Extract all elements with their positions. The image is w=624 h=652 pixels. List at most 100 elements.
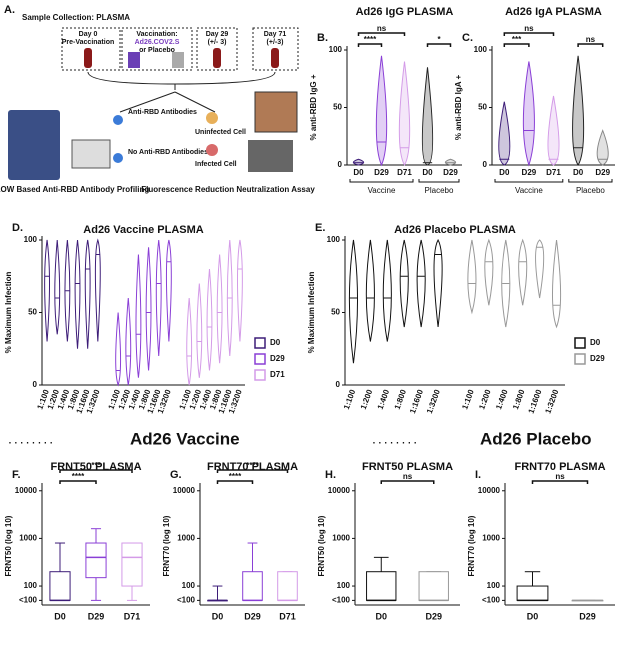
x-tick-label: D29	[522, 168, 537, 177]
y-tick-label: 100	[474, 45, 488, 54]
violin	[484, 238, 494, 306]
y-axis-label: % anti-RBD IgA +	[454, 75, 463, 141]
significance-bracket	[59, 480, 97, 484]
y-tick-label: 50	[28, 308, 37, 317]
legend-swatch	[254, 337, 266, 349]
panel-letter: G.	[170, 469, 182, 481]
legend-label: D0	[590, 338, 601, 347]
y-axis-label: % Maximum Infection	[4, 271, 13, 353]
box	[85, 542, 107, 579]
label: Ad26.COV2.S	[135, 39, 180, 46]
antibody	[113, 153, 123, 163]
image	[254, 91, 298, 133]
x-tick-label: D0	[527, 611, 539, 621]
label: Vaccination:	[136, 31, 177, 38]
significance-label: ns	[524, 24, 534, 33]
label: Infected Cell	[195, 161, 237, 168]
chart-title: Ad26 Vaccine PLASMA	[83, 224, 203, 236]
tube	[271, 48, 279, 68]
x-tick-label: D0	[353, 168, 364, 177]
box	[277, 571, 298, 601]
legend-swatch	[574, 337, 586, 349]
box	[61, 27, 121, 71]
label: (+/-3)	[267, 39, 284, 46]
violin	[596, 129, 609, 166]
y-tick-label: 100	[487, 581, 501, 590]
group-label: Vaccine	[515, 186, 543, 195]
box	[196, 27, 238, 71]
tube	[84, 48, 92, 68]
significance-bracket	[531, 480, 589, 484]
y-tick-label: 50	[331, 308, 340, 317]
x-tick-label: D29	[425, 611, 442, 621]
violin	[416, 239, 426, 328]
group-bracket	[568, 179, 613, 183]
violin	[135, 254, 142, 378]
heading: Ad26 Vaccine	[130, 429, 240, 448]
legend-label: D29	[270, 354, 285, 363]
violin	[547, 95, 560, 166]
legend-swatch	[574, 353, 586, 365]
y-axis-label: % anti-RBD IgG +	[309, 74, 318, 140]
y-axis-label: FRNT70 (log 10)	[162, 515, 171, 576]
significance-label: ns	[403, 472, 413, 481]
bracket	[87, 71, 276, 85]
label: (+/- 3)	[208, 39, 227, 46]
box	[366, 571, 397, 601]
legend-label: D71	[270, 370, 285, 379]
arrows	[119, 84, 216, 113]
box	[49, 571, 71, 601]
violin	[467, 239, 477, 315]
violin	[365, 239, 375, 342]
chart-title: Ad26 IgG PLASMA	[356, 6, 454, 18]
significance-bracket	[216, 469, 289, 473]
diagram-title: Sample Collection: PLASMA	[22, 13, 130, 22]
violin	[382, 239, 392, 342]
x-tick-label: 1:400	[376, 388, 392, 411]
violin	[165, 239, 172, 342]
x-tick-label: D0	[212, 611, 224, 621]
violin	[155, 239, 162, 357]
x-tick-label: D29	[374, 168, 389, 177]
y-tick-label: 100	[24, 235, 38, 244]
violin	[498, 101, 511, 166]
violin	[237, 239, 243, 342]
x-tick-label: D29	[595, 168, 610, 177]
significance-bracket	[357, 32, 406, 36]
significance-label: ****	[72, 472, 85, 481]
significance-bracket	[216, 480, 254, 484]
group-label: Placebo	[576, 186, 605, 195]
x-tick-label: D0	[422, 168, 433, 177]
y-tick-label: 100	[182, 581, 196, 590]
violin	[348, 239, 359, 364]
violin	[501, 239, 511, 328]
violin	[74, 239, 81, 349]
y-tick-label: 0	[33, 380, 38, 389]
label: Day 71	[264, 31, 287, 38]
violin	[518, 238, 528, 306]
label: or Placebo	[139, 47, 175, 54]
y-tick-label: <100	[482, 595, 501, 604]
box	[252, 27, 299, 71]
group-bracket	[494, 179, 564, 183]
violin	[206, 268, 213, 371]
x-tick-label: 1:800	[511, 388, 527, 411]
y-tick-label: 0	[336, 380, 341, 389]
significance-bracket	[503, 32, 555, 36]
laptop	[71, 139, 111, 169]
y-tick-label: 50	[333, 103, 342, 112]
dots: ........	[372, 431, 419, 447]
panel-letter: F.	[12, 469, 21, 481]
box	[121, 542, 143, 587]
violin	[115, 312, 122, 387]
violin	[94, 238, 101, 342]
x-tick-label: D71	[397, 168, 412, 177]
panel-letter: D.	[12, 222, 23, 234]
violin	[399, 239, 409, 328]
significance-bracket	[59, 469, 133, 473]
group-bracket	[349, 179, 414, 183]
legend-label: D0	[270, 338, 281, 347]
y-tick-label: 1000	[177, 534, 195, 543]
y-axis-label: FRNT50 (log 10)	[317, 515, 326, 576]
